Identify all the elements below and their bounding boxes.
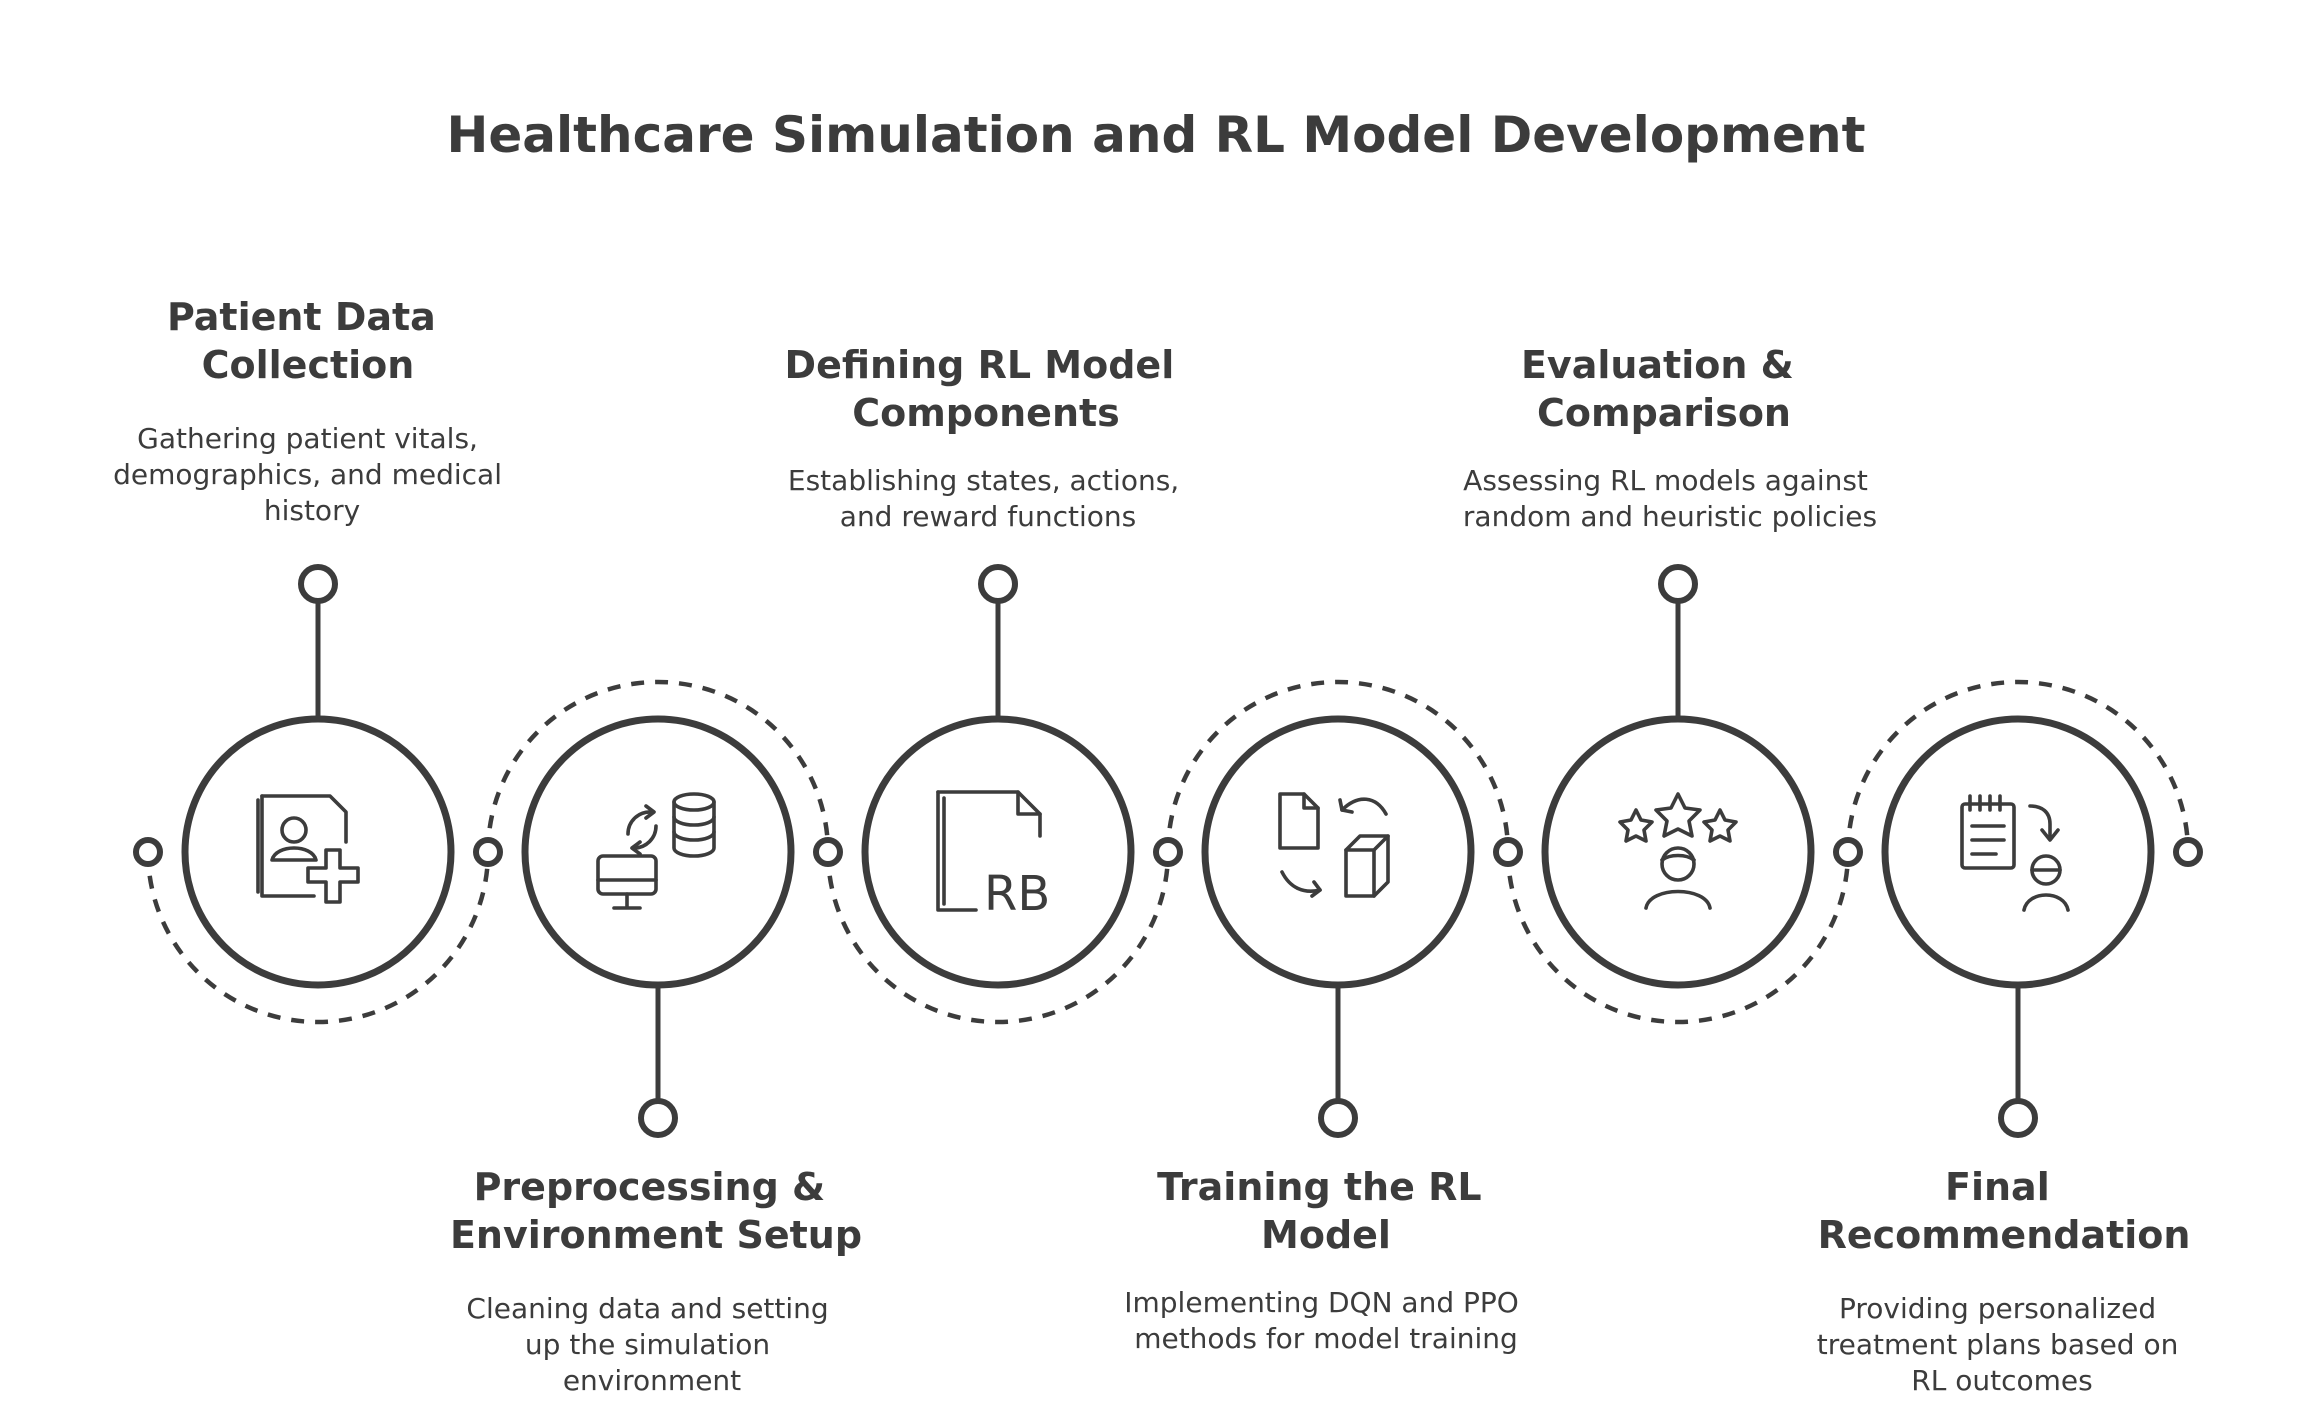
step-ring-1 <box>181 715 455 989</box>
step-label-4: Training the RL Model Implementing DQN a… <box>1124 1165 1527 1355</box>
step-description-line: RL outcomes <box>1911 1364 2092 1397</box>
step-description-line: and reward functions <box>840 500 1136 533</box>
step-description-line: random and heuristic policies <box>1463 500 1877 533</box>
step-title-line: Final <box>1945 1165 2050 1209</box>
document-rb-label: RB <box>984 866 1050 922</box>
step-rings <box>181 715 2155 989</box>
connector-arc-2 <box>485 679 831 853</box>
step-description-line: treatment plans based on <box>1817 1328 2179 1361</box>
step-title-line: Collection <box>202 343 415 387</box>
step-label-3: Defining RL Model Components Establishin… <box>785 343 1188 533</box>
junction-knob <box>1833 837 1863 867</box>
step-description-line: Assessing RL models against <box>1463 464 1868 497</box>
junction-knob <box>1493 837 1523 867</box>
step-ring-3 <box>861 715 1135 989</box>
step-title-line: Recommendation <box>1818 1213 2191 1257</box>
step-description-line: history <box>264 494 360 527</box>
step-title: Final Recommendation <box>1818 1165 2191 1257</box>
step-description-line: demographics, and medical <box>113 458 502 491</box>
step-title-line: Preprocessing & <box>474 1165 826 1209</box>
junction-knob <box>133 837 163 867</box>
stars-user-rating-icon <box>1618 792 1738 910</box>
junction-knob <box>813 837 843 867</box>
database-sync-computer-icon <box>596 792 716 910</box>
step-description: Gathering patient vitals, demographics, … <box>113 422 511 527</box>
step-title: Evaluation & Comparison <box>1521 343 1807 435</box>
junction-knobs <box>133 837 2203 867</box>
step-title-line: Patient Data <box>167 295 436 339</box>
junction-knob <box>2173 837 2203 867</box>
step-label-6: Final Recommendation Providing personali… <box>1817 1165 2191 1397</box>
step-description: Assessing RL models against random and h… <box>1463 464 1877 533</box>
step-description-line: Providing personalized <box>1839 1292 2156 1325</box>
connector-arc-4 <box>1165 679 1511 853</box>
stem-knob-6 <box>1998 1098 2038 1138</box>
step-title-line: Environment Setup <box>450 1213 862 1257</box>
step-label-1: Patient Data Collection Gathering patien… <box>113 295 511 527</box>
step-description: Providing personalized treatment plans b… <box>1817 1292 2188 1397</box>
connector-arc-1 <box>145 851 491 1025</box>
connector-arcs <box>145 679 2191 1025</box>
step-ring-2 <box>521 715 795 989</box>
step-description-line: Implementing DQN and PPO <box>1124 1286 1519 1319</box>
step-title: Training the RL Model <box>1157 1165 1495 1257</box>
step-title: Patient Data Collection <box>167 295 449 387</box>
step-description-line: Gathering patient vitals, <box>137 422 478 455</box>
step-label-2: Preprocessing & Environment Setup Cleani… <box>450 1165 862 1397</box>
step-title-line: Evaluation & <box>1521 343 1794 387</box>
page-title: Healthcare Simulation and RL Model Devel… <box>447 106 1866 164</box>
step-title: Preprocessing & Environment Setup <box>450 1165 862 1257</box>
step-description: Establishing states, actions, and reward… <box>788 464 1188 533</box>
step-ring-6 <box>1881 715 2155 989</box>
step-description-line: Cleaning data and setting <box>466 1292 828 1325</box>
stems <box>315 581 2021 1121</box>
step-title-line: Components <box>852 391 1120 435</box>
stem-knob-5 <box>1658 564 1698 604</box>
step-description: Cleaning data and setting up the simulat… <box>466 1292 837 1397</box>
stem-knob-2 <box>638 1098 678 1138</box>
stem-knob-4 <box>1318 1098 1358 1138</box>
step-title-line: Defining RL Model <box>785 343 1175 387</box>
step-title-line: Model <box>1261 1213 1391 1257</box>
step-label-5: Evaluation & Comparison Assessing RL mod… <box>1463 343 1877 533</box>
stem-knobs <box>298 564 2038 1138</box>
step-description-line: methods for model training <box>1134 1322 1518 1355</box>
stem-knob-3 <box>978 564 1018 604</box>
junction-knob <box>473 837 503 867</box>
step-title-line: Training the RL <box>1157 1165 1481 1209</box>
connector-arc-3 <box>825 851 1171 1025</box>
step-title: Defining RL Model Components <box>785 343 1188 435</box>
document-cube-cycle-icon <box>1278 792 1390 898</box>
connector-arc-5 <box>1505 851 1851 1025</box>
step-description-line: Establishing states, actions, <box>788 464 1179 497</box>
clipboard-user-icon <box>1960 794 2070 912</box>
junction-knob <box>1153 837 1183 867</box>
connector-arc-6 <box>1845 679 2191 853</box>
step-description: Implementing DQN and PPO methods for mod… <box>1124 1286 1527 1355</box>
step-ring-4 <box>1201 715 1475 989</box>
step-ring-5 <box>1541 715 1815 989</box>
document-rb-icon: RB <box>936 790 1050 922</box>
patient-record-add-icon <box>256 794 360 904</box>
step-title-line: Comparison <box>1537 391 1791 435</box>
step-description-line: up the simulation <box>525 1328 770 1361</box>
step-description-line: environment <box>563 1364 741 1397</box>
stem-knob-1 <box>298 564 338 604</box>
